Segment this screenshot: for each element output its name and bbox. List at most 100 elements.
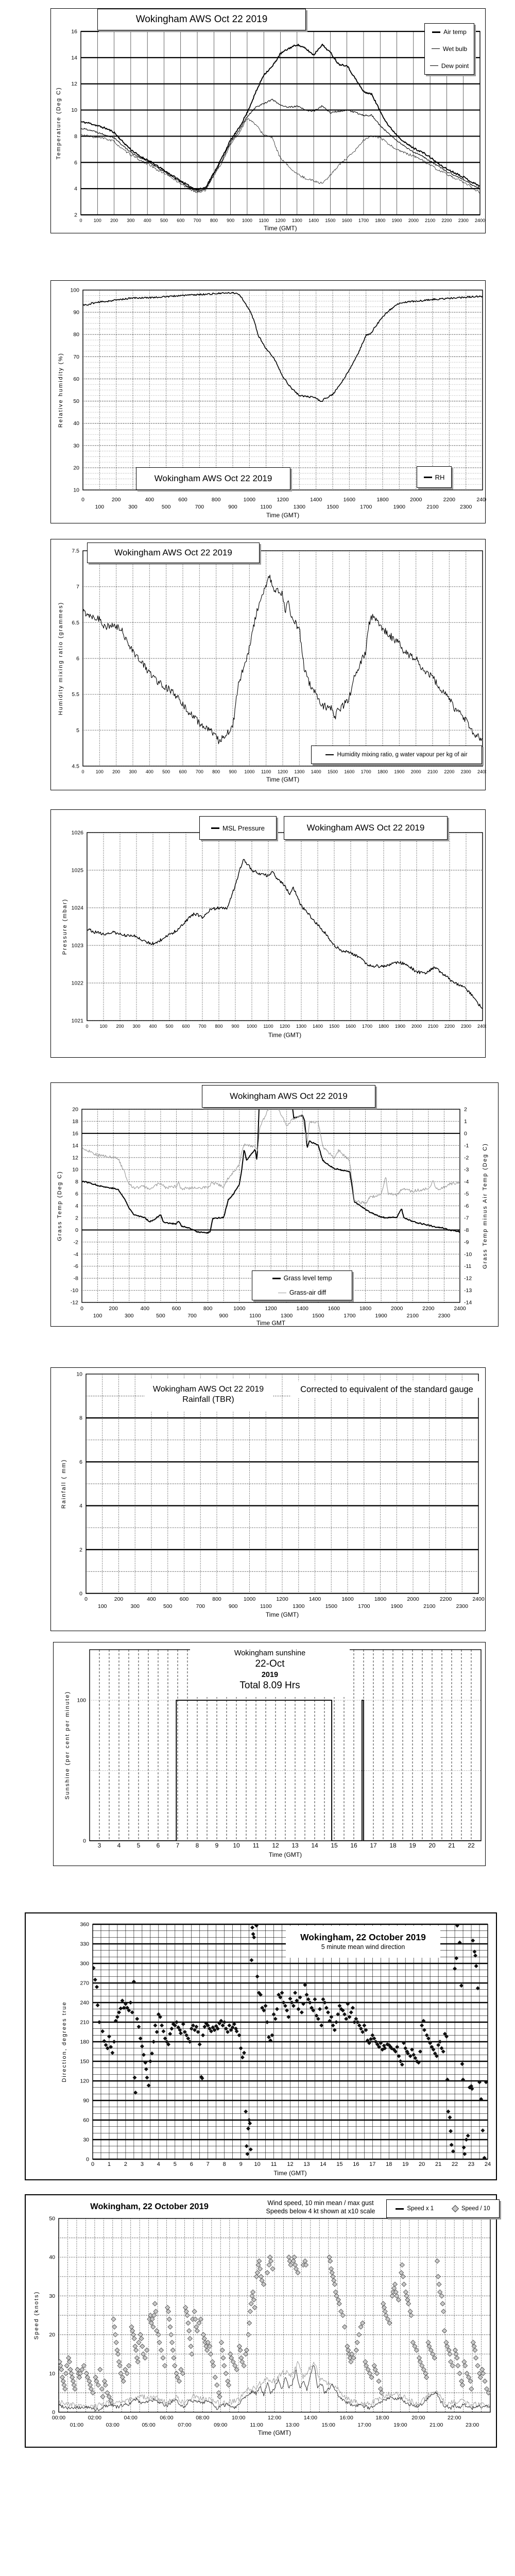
svg-text:00:00: 00:00 (52, 2415, 65, 2421)
svg-text:16: 16 (353, 2161, 359, 2167)
svg-text:300: 300 (127, 218, 134, 223)
svg-text:12: 12 (272, 1842, 279, 1849)
svg-text:Direction, degrees true: Direction, degrees true (61, 2001, 67, 2082)
svg-text:300: 300 (125, 1313, 134, 1319)
line-sample-icon (423, 476, 432, 478)
svg-text:60: 60 (73, 376, 79, 382)
svg-text:2200: 2200 (422, 1306, 435, 1312)
svg-text:2000: 2000 (391, 1306, 403, 1312)
svg-text:Speed (knots): Speed (knots) (33, 2291, 40, 2340)
svg-text:700: 700 (198, 1024, 206, 1029)
svg-text:1500: 1500 (325, 1603, 338, 1609)
legend-label: Grass level temp (283, 1275, 332, 1282)
svg-text:8: 8 (74, 133, 77, 140)
chart-svg: 0306090120150180210240270300330360Direct… (61, 1922, 491, 2177)
svg-text:22: 22 (468, 1842, 475, 1849)
line-sample-icon (325, 754, 334, 755)
legend-label: Speed x 1 (407, 2206, 434, 2212)
svg-text:1025: 1025 (72, 868, 84, 874)
gridlines (81, 1109, 460, 1303)
svg-text:1400: 1400 (310, 497, 322, 503)
legend-item: Dew point (428, 62, 471, 70)
chart-legend: Grass level temp Grass-air diff (252, 1270, 352, 1300)
svg-text:1400: 1400 (311, 769, 321, 774)
svg-text:1300: 1300 (294, 769, 304, 774)
legend-item: Air temp (430, 28, 469, 36)
chart-note-line: Speeds below 4 kt shown at x10 scale (266, 2208, 375, 2215)
svg-text:5.5: 5.5 (72, 691, 79, 698)
svg-text:2300: 2300 (458, 218, 469, 223)
diamond-marker-icon (451, 2205, 459, 2213)
x-axis: 00:00 02:00 04:00 06:00 08:00 10:00 12:00 14:00… (52, 2415, 479, 2436)
svg-text:200: 200 (110, 218, 118, 223)
svg-text:500: 500 (162, 769, 170, 774)
svg-text:400: 400 (144, 218, 151, 223)
chart-title-box-line: Wokingham AWS Oct 22 2019 (152, 1385, 264, 1394)
svg-text:100: 100 (94, 218, 101, 223)
svg-text:2300: 2300 (461, 769, 471, 774)
line-sample-icon (211, 827, 220, 829)
svg-text:0: 0 (80, 1306, 83, 1312)
svg-text:900: 900 (227, 218, 234, 223)
svg-text:0: 0 (85, 1024, 88, 1029)
svg-text:20: 20 (73, 465, 79, 471)
svg-text:1600: 1600 (342, 218, 352, 223)
svg-text:0: 0 (464, 1130, 467, 1137)
svg-text:07:00: 07:00 (178, 2422, 191, 2428)
svg-text:2200: 2200 (444, 1024, 455, 1029)
legend-label: Air temp (443, 28, 467, 36)
x-axis: 3 4 5 6 7 8 9 10 11 12 13 14 15 16 17 18 19 20 21 22 Time (G… (98, 1842, 475, 1858)
svg-text:17: 17 (370, 1842, 377, 1849)
svg-text:2200: 2200 (441, 218, 452, 223)
chart-svg: 10 20 30 40 50 60 70 80 90 100 Relative humidity (… (58, 287, 486, 519)
svg-text:700: 700 (196, 769, 203, 774)
svg-text:1900: 1900 (394, 769, 404, 774)
svg-text:2200: 2200 (444, 769, 454, 774)
svg-text:300: 300 (80, 1961, 89, 1967)
svg-text:2300: 2300 (461, 1024, 471, 1029)
svg-text:1800: 1800 (375, 218, 385, 223)
svg-text:Time (GMT): Time (GMT) (258, 2429, 291, 2436)
svg-text:7.5: 7.5 (72, 548, 79, 554)
svg-text:100: 100 (99, 1024, 107, 1029)
svg-text:22:00: 22:00 (448, 2415, 461, 2421)
svg-text:270: 270 (80, 1980, 89, 1987)
svg-text:20: 20 (428, 1842, 436, 1849)
svg-text:5: 5 (174, 2161, 177, 2167)
svg-text:21: 21 (435, 2161, 441, 2167)
legend-label: MSL Pressure (222, 824, 265, 832)
legend-label: Speed / 10 (461, 2206, 490, 2212)
svg-text:19:00: 19:00 (393, 2422, 407, 2428)
line-sample-icon (432, 31, 441, 33)
svg-text:600: 600 (178, 497, 187, 503)
svg-text:1200: 1200 (275, 218, 285, 223)
chart-title-box-line: Wokingham AWS Oct 22 2019 (230, 1091, 348, 1101)
svg-text:-12: -12 (71, 1300, 78, 1306)
svg-text:1700: 1700 (360, 504, 372, 510)
svg-text:500: 500 (160, 218, 168, 223)
line-sample-icon (396, 2208, 404, 2210)
svg-text:400: 400 (146, 769, 153, 774)
svg-text:600: 600 (180, 1596, 189, 1602)
svg-text:18: 18 (386, 2161, 392, 2167)
chart-title-box-line: 2019 (261, 1671, 279, 1679)
svg-text:0: 0 (81, 497, 84, 503)
svg-text:23: 23 (468, 2161, 474, 2167)
svg-text:3: 3 (98, 1842, 101, 1849)
svg-text:1400: 1400 (309, 1596, 321, 1602)
y-axis: 2 4 6 8 10 12 14 16 Temperature (Deg C) (56, 29, 77, 218)
svg-text:700: 700 (194, 218, 201, 223)
svg-text:10: 10 (76, 1371, 82, 1378)
chart-title-box-line: Wokingham AWS Oct 22 2019 (114, 548, 232, 558)
svg-text:14: 14 (320, 2161, 326, 2167)
svg-text:600: 600 (179, 769, 186, 774)
svg-text:200: 200 (114, 1596, 124, 1602)
svg-text:6: 6 (75, 1191, 78, 1197)
svg-text:1600: 1600 (344, 769, 354, 774)
legend-item: Wet bulb (430, 45, 469, 53)
chart-svg: 1021 1022 1023 1024 1025 1026 Pressure (mbar) 0… (62, 830, 486, 1039)
svg-text:20: 20 (72, 1107, 78, 1113)
series-wet-bulb (81, 98, 480, 192)
